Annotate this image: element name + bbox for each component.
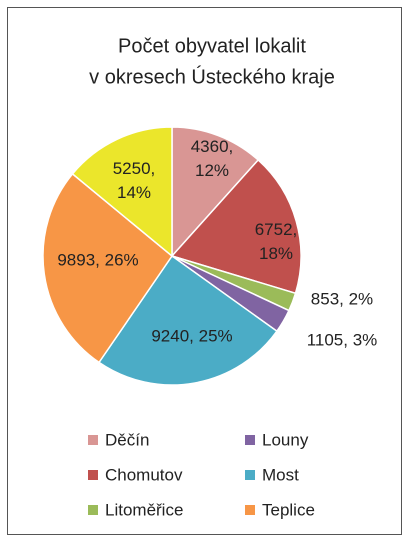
legend-swatch [88, 505, 98, 515]
legend-label: Louny [262, 430, 309, 449]
data-label: 9240, 25% [151, 326, 232, 345]
legend-label: Děčín [105, 430, 149, 449]
data-label: 4360, 12% [191, 137, 234, 180]
data-label: 1105, 3% [307, 330, 378, 349]
pie-slice [170, 158, 302, 295]
data-label: 5250, 14% [113, 159, 156, 202]
legend-swatch [88, 470, 98, 480]
legend-swatch [88, 435, 98, 445]
legend-swatch [245, 505, 255, 515]
pie-slice [42, 172, 174, 364]
data-label: 6752, 18% [255, 220, 298, 263]
data-label: 9893, 26% [57, 250, 138, 269]
legend-swatch [245, 470, 255, 480]
pie-slice [97, 254, 278, 386]
chart-title: v okresech Ústeckého kraje [89, 65, 335, 88]
legend-label: Chomutov [105, 465, 183, 484]
legend-label: Litoměřice [105, 500, 183, 519]
data-label: 853, 2% [311, 289, 373, 308]
pie-slice [171, 126, 260, 258]
chart-title: Počet obyvatel lokalit [118, 35, 306, 57]
legend-label: Teplice [262, 500, 315, 519]
legend-label: Most [262, 465, 299, 484]
legend-swatch [245, 435, 255, 445]
pie-slice [71, 126, 173, 258]
